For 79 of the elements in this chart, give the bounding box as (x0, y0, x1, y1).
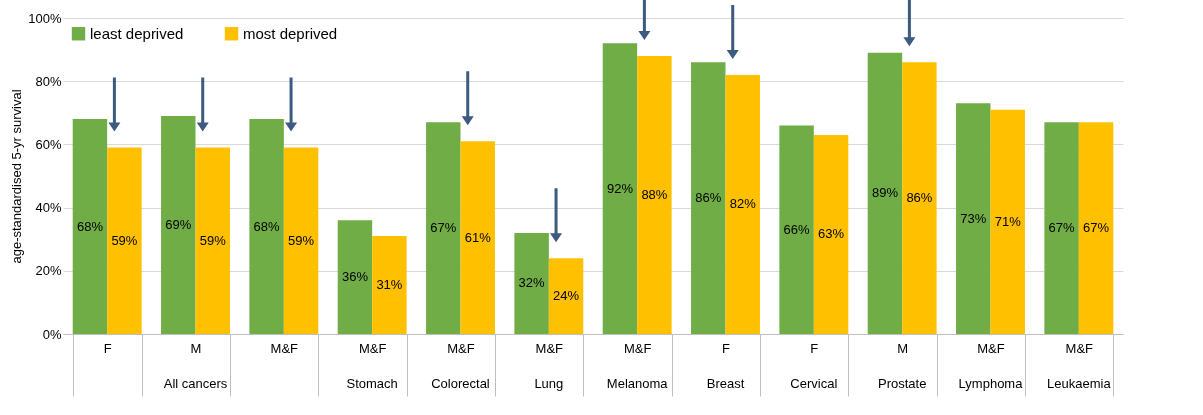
data-label: 67% (1083, 220, 1110, 236)
legend-label: least deprived (90, 24, 184, 42)
bar (426, 122, 461, 334)
data-label: 31% (376, 277, 403, 293)
bar (283, 147, 319, 334)
data-label: 71% (994, 213, 1022, 229)
text: Lung (534, 376, 564, 391)
data-label: 92% (606, 180, 634, 196)
data-label: 68% (253, 218, 281, 234)
text: All cancers (163, 376, 228, 391)
text: Stomach (346, 376, 398, 391)
bar (161, 115, 196, 334)
bar (249, 119, 284, 334)
bar (1044, 122, 1079, 334)
data-label: 63% (818, 226, 845, 242)
text: Breast (706, 376, 745, 391)
bar (990, 109, 1025, 334)
bar (691, 62, 726, 334)
text: Melanoma (606, 376, 669, 391)
x-tick-label: M&F (358, 340, 387, 356)
data-label: 24% (553, 288, 580, 304)
data-label: 89% (871, 185, 899, 201)
y-tick-label: 60% (35, 136, 62, 152)
x-tick-label: M (190, 340, 202, 356)
data-label: 73% (960, 210, 987, 226)
x-tick-label: M&F (535, 340, 564, 356)
x-tick-label: M&F (447, 340, 475, 356)
bar (725, 74, 760, 334)
bar (195, 147, 230, 334)
bar (637, 55, 672, 334)
x-tick-label: M&F (1065, 340, 1094, 356)
y-tick-label: 40% (35, 200, 62, 216)
data-label: 61% (464, 229, 492, 245)
x-tick-label: M&F (977, 340, 1005, 356)
data-label: 59% (199, 232, 227, 248)
y-tick-label: 0% (42, 326, 62, 342)
bar (72, 119, 108, 334)
bar (548, 258, 584, 334)
y-axis-title: age-standardised 5-yr survival (9, 89, 25, 264)
data-label: 67% (1048, 220, 1076, 236)
data-label: 66% (783, 221, 811, 237)
y-tick-label: 80% (35, 73, 62, 89)
bar (602, 43, 638, 334)
text: Prostate (877, 376, 927, 391)
bar (460, 141, 495, 334)
x-tick-label: F (810, 340, 819, 356)
bar (813, 134, 849, 334)
data-label: 59% (111, 232, 138, 248)
legend-label: most deprived (243, 24, 338, 42)
data-label: 32% (518, 275, 546, 291)
text: Cervical (790, 376, 838, 391)
data-label: 82% (729, 196, 757, 212)
bar (337, 220, 373, 334)
y-tick-label: 100% (28, 10, 62, 26)
bar (867, 52, 903, 334)
text: Leukaemia (1047, 376, 1112, 391)
y-tick-label: 20% (35, 263, 62, 279)
bar (107, 147, 142, 334)
data-label: 59% (288, 232, 315, 248)
data-label: 69% (165, 216, 192, 232)
text: Colorectal (431, 376, 490, 391)
data-label: 86% (695, 190, 722, 206)
bar (1078, 122, 1114, 334)
bar (514, 232, 549, 334)
x-tick-label: M (897, 340, 909, 356)
x-tick-label: F (722, 340, 731, 356)
x-tick-label: M&F (270, 340, 299, 356)
text: Lymphoma (958, 376, 1024, 391)
bar (902, 62, 937, 334)
bar (779, 125, 814, 334)
data-label: 88% (641, 186, 668, 202)
data-label: 67% (430, 220, 457, 236)
data-label: 86% (906, 190, 933, 206)
data-label: 68% (76, 218, 104, 234)
x-tick-label: M&F (623, 340, 652, 356)
bar (372, 236, 407, 334)
x-tick-label: F (103, 340, 112, 356)
data-label: 36% (341, 269, 369, 285)
bar (956, 103, 991, 334)
